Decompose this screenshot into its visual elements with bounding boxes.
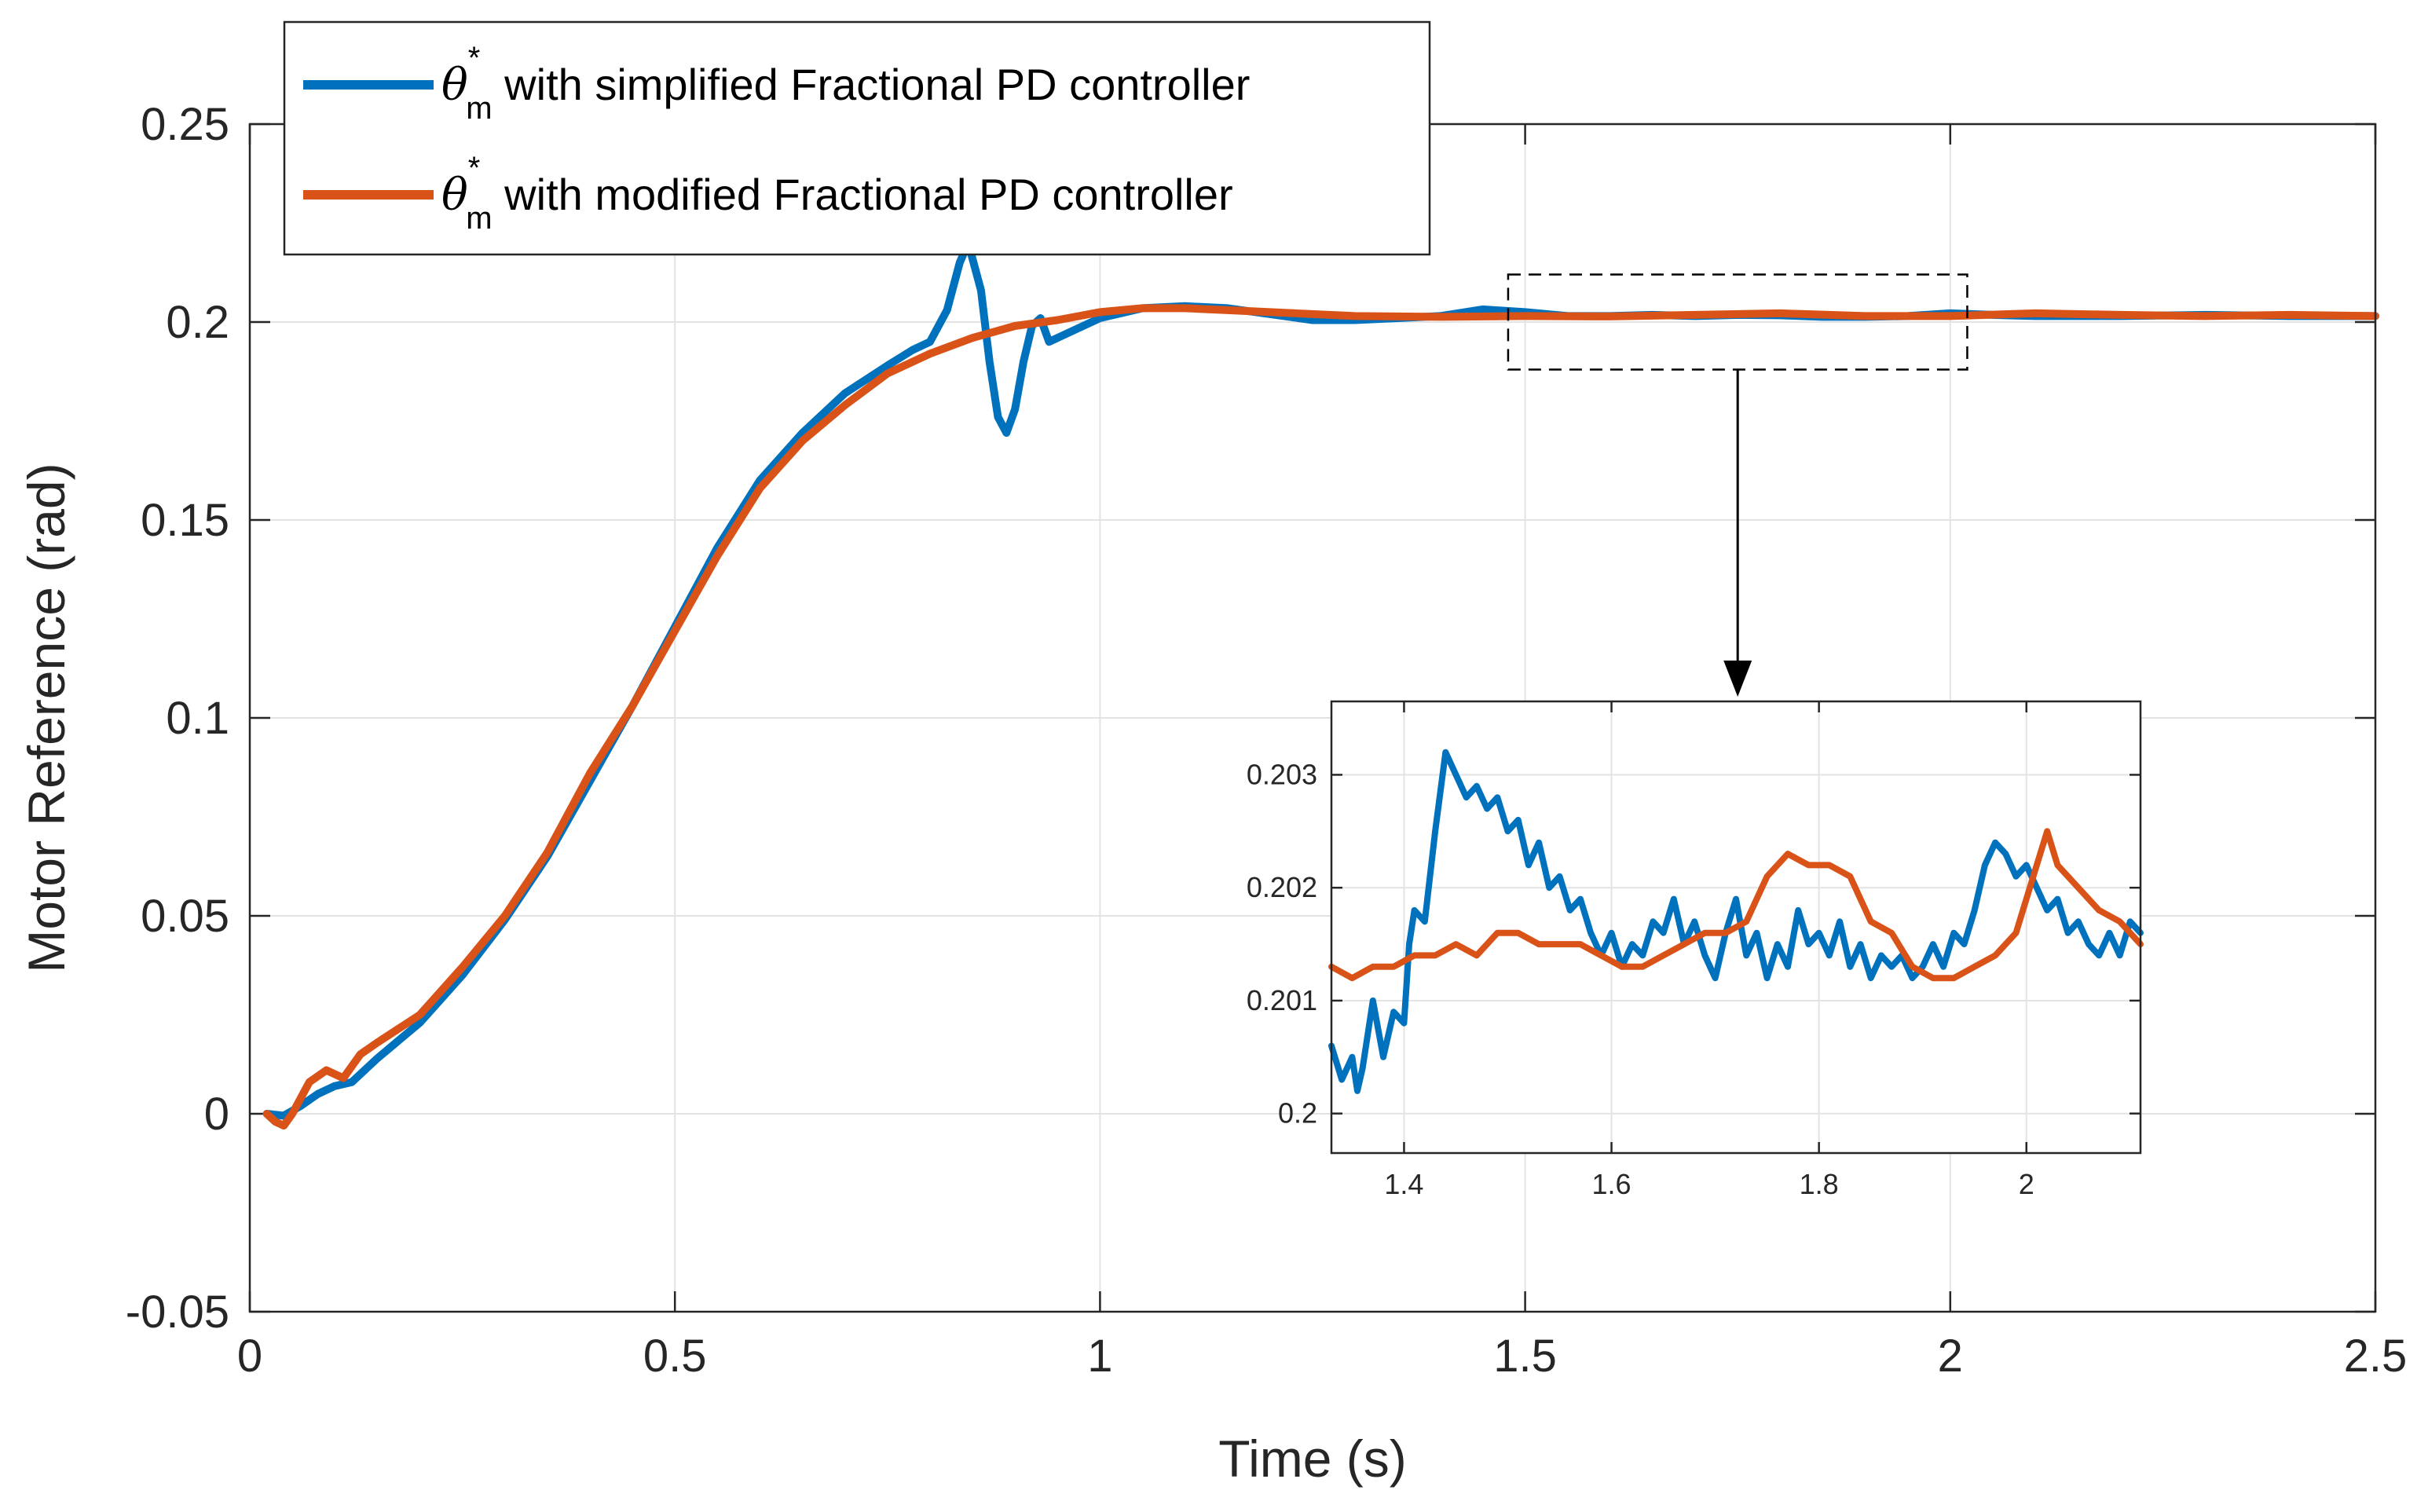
legend-label-0: θ* m with simplified Fractional PD contro…: [441, 41, 1250, 126]
legend-entry-0: θ* m with simplified Fractional PD contro…: [303, 41, 1250, 126]
inset-ticks: [1331, 701, 2141, 1153]
inset-xtick-label: 1.8: [1800, 1168, 1839, 1200]
main-ytick-label: 0.05: [141, 891, 229, 942]
main-ytick-label: 0.2: [166, 297, 229, 348]
inset-xtick-label: 2: [2019, 1168, 2034, 1200]
main-xtick-label: 2: [1938, 1331, 1963, 1382]
x-axis-label: Time (s): [1218, 1430, 1407, 1488]
inset-axes: 1.4 1.6 1.8 2 0.2 0.201 0.202 0.203: [1247, 700, 2144, 1200]
inset-plot-border: [1330, 700, 2142, 1155]
inset-ytick-label: 0.202: [1247, 871, 1317, 903]
inset-ytick-label: 0.201: [1247, 984, 1317, 1016]
inset-xtick-label: 1.6: [1592, 1168, 1631, 1200]
zoom-annotation: [1507, 273, 1968, 697]
legend-symbol-1: θ: [441, 170, 468, 221]
main-series-line-1: [262, 304, 2379, 1130]
legend: θ* m with simplified Fractional PD contro…: [283, 20, 1431, 256]
legend-superscript-1: *: [468, 151, 481, 185]
legend-text-0: with simplified Fractional PD controller: [493, 60, 1251, 109]
main-xtick-label: 0: [237, 1331, 262, 1382]
legend-superscript-0: *: [468, 41, 481, 75]
inset-series-line-1: [1328, 828, 2144, 982]
main-xtick-label: 2.5: [2344, 1331, 2408, 1382]
legend-symbol-0: θ: [441, 60, 468, 111]
inset-lines: [1328, 749, 2144, 1094]
legend-label-1: θ* m with modified Fractional PD controll…: [441, 151, 1233, 236]
legend-entry-1: θ* m with modified Fractional PD controll…: [303, 151, 1233, 236]
legend-subscript-0: m: [466, 91, 492, 126]
inset-ytick-label: 0.203: [1247, 758, 1317, 790]
y-axis-label: Motor Reference (rad): [17, 463, 75, 972]
legend-subscript-1: m: [466, 201, 492, 236]
legend-text-1: with modified Fractional PD controller: [493, 170, 1233, 219]
main-ytick-label: -0.05: [126, 1287, 229, 1338]
main-lines: [262, 239, 2379, 1130]
main-ytick-label: 0.25: [141, 99, 229, 150]
main-ytick-label: 0.1: [166, 693, 229, 744]
main-xtick-label: 1.5: [1493, 1331, 1557, 1382]
zoom-region-box: [1507, 273, 1968, 371]
main-ytick-label: 0: [204, 1089, 229, 1140]
inset-ytick-label: 0.2: [1278, 1097, 1317, 1129]
main-xtick-label: 0.5: [643, 1331, 707, 1382]
inset-tick-labels: 1.4 1.6 1.8 2 0.2 0.201 0.202 0.203: [1247, 758, 2034, 1200]
main-xtick-label: 1: [1087, 1331, 1112, 1382]
inset-grid: [1331, 701, 2141, 1153]
inset-xtick-label: 1.4: [1384, 1168, 1423, 1200]
main-ytick-label: 0.15: [141, 495, 229, 546]
zoom-arrow-head: [1723, 661, 1752, 697]
legend-box: [283, 20, 1431, 256]
